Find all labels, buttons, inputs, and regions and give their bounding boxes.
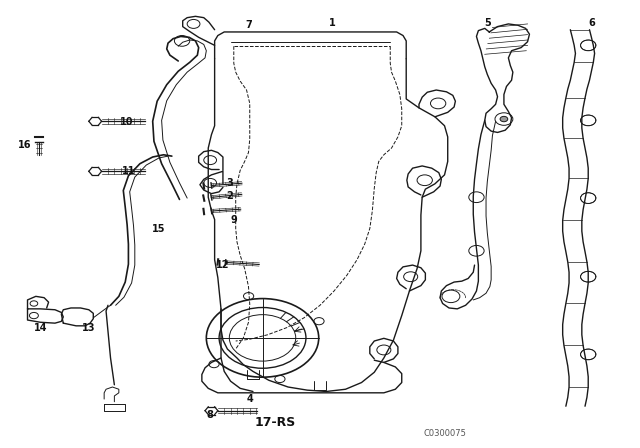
Text: 3: 3: [226, 178, 233, 188]
Text: 6: 6: [588, 18, 595, 28]
Text: 13: 13: [82, 323, 95, 332]
Text: 11: 11: [122, 166, 135, 177]
Text: 16: 16: [18, 139, 32, 150]
Text: 9: 9: [230, 215, 237, 225]
Text: 17-RS: 17-RS: [255, 416, 296, 429]
Text: 4: 4: [246, 394, 253, 404]
Text: 5: 5: [484, 18, 491, 28]
Circle shape: [500, 116, 508, 122]
Text: 10: 10: [120, 117, 134, 127]
Text: 8: 8: [207, 410, 214, 420]
Text: C0300075: C0300075: [423, 429, 466, 438]
Text: 7: 7: [245, 20, 252, 30]
Text: 14: 14: [34, 323, 47, 332]
Text: 12: 12: [216, 260, 230, 270]
Text: 2: 2: [226, 191, 233, 201]
Text: 15: 15: [152, 224, 166, 234]
Text: 1: 1: [330, 18, 336, 28]
